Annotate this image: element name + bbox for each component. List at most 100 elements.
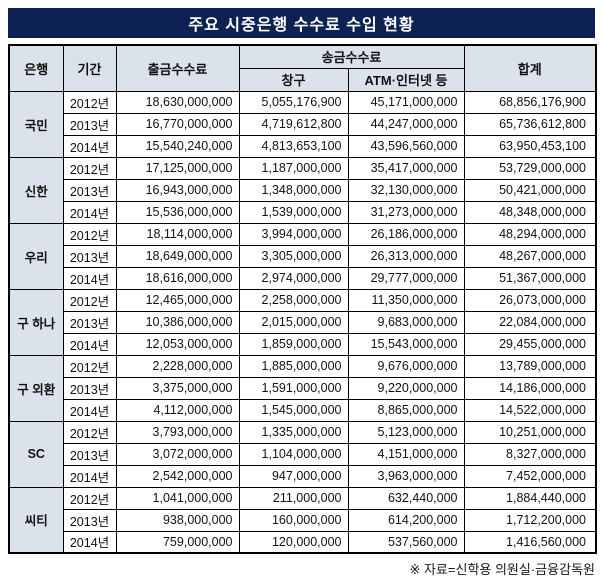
source-note: ※ 자료=신학용 의원실·금융감독원 — [409, 562, 595, 577]
table-row: 2014년 15,540,240,000 4,813,653,100 43,596,5… — [9, 134, 597, 158]
total-cell: 48,267,000,000 — [463, 244, 597, 268]
atm-internet-fee-cell: 537,560,000 — [347, 530, 465, 554]
bank-name-cell: 우리 — [8, 222, 64, 290]
table-row: 씨티 2012년 1,041,000,000 211,000,000 632,440,0… — [8, 486, 597, 554]
total-cell: 14,522,000,000 — [463, 398, 597, 422]
period-cell: 2012년 — [62, 156, 117, 180]
table-row: 2014년 2,542,000,000 947,000,000 3,963,000,0… — [9, 464, 597, 488]
counter-fee-cell: 1,335,000,000 — [238, 420, 349, 444]
period-cell: 2014년 — [62, 464, 117, 488]
period-cell: 2014년 — [62, 332, 117, 356]
atm-internet-fee-cell: 15,543,000,000 — [347, 332, 465, 356]
total-cell: 7,452,000,000 — [463, 464, 597, 488]
period-cell: 2014년 — [62, 134, 117, 158]
atm-internet-fee-cell: 35,417,000,000 — [347, 156, 465, 180]
counter-fee-cell: 1,591,000,000 — [238, 376, 349, 400]
table-row: 2014년 759,000,000 120,000,000 537,560,000 1,… — [9, 530, 597, 554]
counter-fee-cell: 4,719,612,800 — [238, 112, 349, 136]
period-cell: 2012년 — [62, 486, 117, 510]
table-row: 2013년 938,000,000 160,000,000 614,200,000 1,… — [9, 508, 597, 532]
counter-fee-cell: 1,104,000,000 — [238, 442, 349, 466]
table-row: 2014년 12,053,000,000 1,859,000,000 15,543,0… — [9, 332, 597, 356]
withdrawal-fee-cell: 18,630,000,000 — [115, 90, 240, 114]
total-cell: 68,856,176,900 — [463, 90, 597, 114]
total-cell: 29,455,000,000 — [463, 332, 597, 356]
table-row: 국민 2012년 18,630,000,000 5,055,176,900 45,171… — [8, 90, 597, 158]
atm-internet-fee-cell: 43,596,560,000 — [347, 134, 465, 158]
counter-fee-cell: 3,994,000,000 — [238, 222, 349, 246]
col-header-period: 기간 — [62, 44, 117, 92]
withdrawal-fee-cell: 16,943,000,000 — [115, 178, 240, 202]
counter-fee-cell: 4,813,653,100 — [238, 134, 349, 158]
atm-internet-fee-cell: 29,777,000,000 — [347, 266, 465, 290]
table-row: 2013년 3,375,000,000 1,591,000,000 9,220,000… — [9, 376, 597, 400]
period-cell: 2013년 — [62, 244, 117, 268]
table-row: 구 하나 2012년 12,465,000,000 2,258,000,000 11,3… — [8, 288, 597, 356]
total-cell: 53,729,000,000 — [463, 156, 597, 180]
counter-fee-cell: 5,055,176,900 — [238, 90, 349, 114]
withdrawal-fee-cell: 2,228,000,000 — [115, 354, 240, 378]
atm-internet-fee-cell: 26,186,000,000 — [347, 222, 465, 246]
atm-internet-fee-cell: 9,220,000,000 — [347, 376, 465, 400]
col-header-atm-internet: ATM·인터넷 등 — [347, 67, 465, 92]
withdrawal-fee-cell: 2,542,000,000 — [115, 464, 240, 488]
atm-internet-fee-cell: 614,200,000 — [347, 508, 465, 532]
table-header: 은행 기간 출금수수료 송금수수료 합계 창구 ATM·인터넷 등 — [8, 44, 597, 92]
bank-name-cell: 국민 — [8, 90, 64, 158]
counter-fee-cell: 1,859,000,000 — [238, 332, 349, 356]
page-title: 주요 시중은행 수수료 수입 현황 — [188, 17, 415, 34]
counter-fee-cell: 1,348,000,000 — [238, 178, 349, 202]
bank-name-cell: 구 외환 — [8, 354, 64, 422]
table-row: 2013년 16,943,000,000 1,348,000,000 32,130,0… — [9, 178, 597, 202]
counter-fee-cell: 3,305,000,000 — [238, 244, 349, 268]
counter-fee-cell: 1,539,000,000 — [238, 200, 349, 224]
table-row: SC 2012년 3,793,000,000 1,335,000,000 5,123,0… — [8, 420, 597, 488]
table-row: 2014년 15,536,000,000 1,539,000,000 31,273,0… — [9, 200, 597, 224]
period-cell: 2014년 — [62, 398, 117, 422]
table-title-bar: 주요 시중은행 수수료 수입 현황 — [8, 8, 595, 38]
withdrawal-fee-cell: 3,793,000,000 — [115, 420, 240, 444]
total-cell: 48,294,000,000 — [463, 222, 597, 246]
total-cell: 65,736,612,800 — [463, 112, 597, 136]
table-row: 2014년 18,616,000,000 2,974,000,000 29,777,0… — [9, 266, 597, 290]
period-cell: 2012년 — [62, 288, 117, 312]
period-cell: 2014년 — [62, 200, 117, 224]
total-cell: 1,416,560,000 — [463, 530, 597, 554]
table-row: 2013년 10,386,000,000 2,015,000,000 9,683,00… — [9, 310, 597, 334]
col-header-bank: 은행 — [8, 44, 64, 92]
total-cell: 1,884,440,000 — [463, 486, 597, 510]
counter-fee-cell: 1,545,000,000 — [238, 398, 349, 422]
withdrawal-fee-cell: 4,112,000,000 — [115, 398, 240, 422]
period-cell: 2013년 — [62, 178, 117, 202]
col-header-counter: 창구 — [238, 67, 349, 92]
withdrawal-fee-cell: 10,386,000,000 — [115, 310, 240, 334]
atm-internet-fee-cell: 5,123,000,000 — [347, 420, 465, 444]
period-cell: 2012년 — [62, 90, 117, 114]
atm-internet-fee-cell: 44,247,000,000 — [347, 112, 465, 136]
atm-internet-fee-cell: 31,273,000,000 — [347, 200, 465, 224]
total-cell: 8,327,000,000 — [463, 442, 597, 466]
counter-fee-cell: 1,885,000,000 — [238, 354, 349, 378]
counter-fee-cell: 2,015,000,000 — [238, 310, 349, 334]
atm-internet-fee-cell: 9,683,000,000 — [347, 310, 465, 334]
atm-internet-fee-cell: 4,151,000,000 — [347, 442, 465, 466]
header-row-1: 은행 기간 출금수수료 송금수수료 합계 — [8, 44, 597, 92]
total-cell: 63,950,453,100 — [463, 134, 597, 158]
total-cell: 48,348,000,000 — [463, 200, 597, 224]
bank-name-cell: 신한 — [8, 156, 64, 224]
withdrawal-fee-cell: 3,375,000,000 — [115, 376, 240, 400]
col-header-remittance-fee: 송금수수료 — [238, 44, 465, 69]
withdrawal-fee-cell: 938,000,000 — [115, 508, 240, 532]
counter-fee-cell: 947,000,000 — [238, 464, 349, 488]
table-row: 2013년 3,072,000,000 1,104,000,000 4,151,000… — [9, 442, 597, 466]
period-cell: 2012년 — [62, 354, 117, 378]
withdrawal-fee-cell: 15,536,000,000 — [115, 200, 240, 224]
counter-fee-cell: 2,974,000,000 — [238, 266, 349, 290]
total-cell: 1,712,200,000 — [463, 508, 597, 532]
atm-internet-fee-cell: 26,313,000,000 — [347, 244, 465, 268]
withdrawal-fee-cell: 16,770,000,000 — [115, 112, 240, 136]
period-cell: 2013년 — [62, 376, 117, 400]
withdrawal-fee-cell: 17,125,000,000 — [115, 156, 240, 180]
withdrawal-fee-cell: 18,649,000,000 — [115, 244, 240, 268]
